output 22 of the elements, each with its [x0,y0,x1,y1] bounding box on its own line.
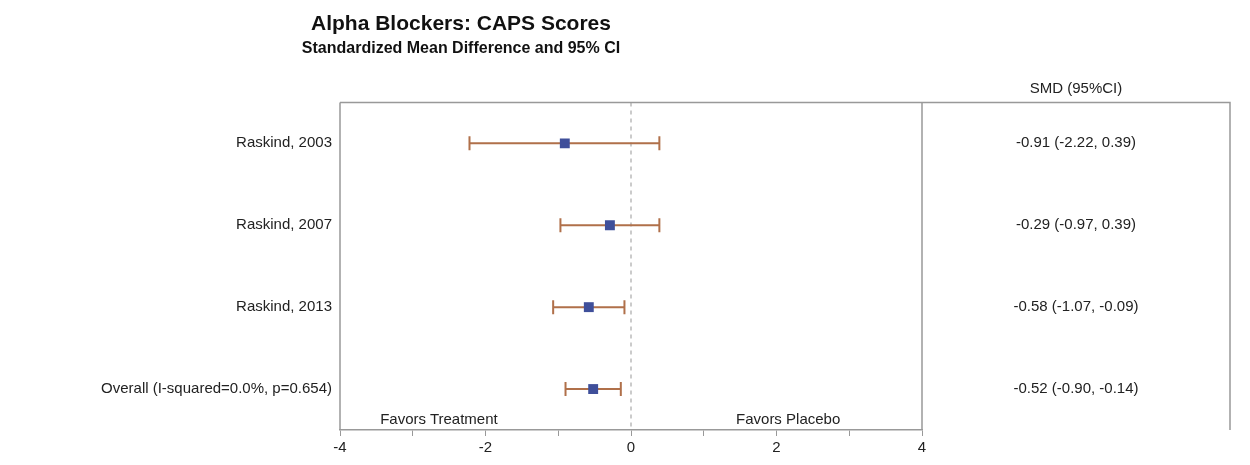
chart-title: Alpha Blockers: CAPS Scores [311,11,611,35]
chart-subtitle: Standardized Mean Difference and 95% CI [301,39,621,57]
point [583,302,594,313]
data-label: -0.52 (-0.90, -0.14) [1013,379,1139,397]
x-tick-label: -2 [478,438,493,456]
x-tick-label: 2 [772,438,781,456]
data-label: -0.58 (-1.07, -0.09) [1013,297,1139,315]
annotation: Favors Treatment [380,409,499,427]
y-tick-label: Raskind, 2003 [236,133,332,151]
x-tick-label: -4 [333,438,347,456]
point [588,384,599,394]
text: SMD (95%CI) [1029,79,1123,97]
y-tick-label: Raskind, 2007 [236,215,332,233]
x-tick-label: 0 [626,438,636,456]
data-label: -0.91 (-2.22, 0.39) [1015,133,1137,151]
point [604,220,615,231]
point [559,138,570,149]
y-tick-label: Raskind, 2013 [236,297,332,315]
annotation: Favors Placebo [736,409,841,427]
x-tick-label: 4 [917,438,927,456]
y-tick-label: Overall (I-squared=0.0%, p=0.654) [101,379,332,397]
data-label: -0.29 (-0.97, 0.39) [1015,215,1137,233]
